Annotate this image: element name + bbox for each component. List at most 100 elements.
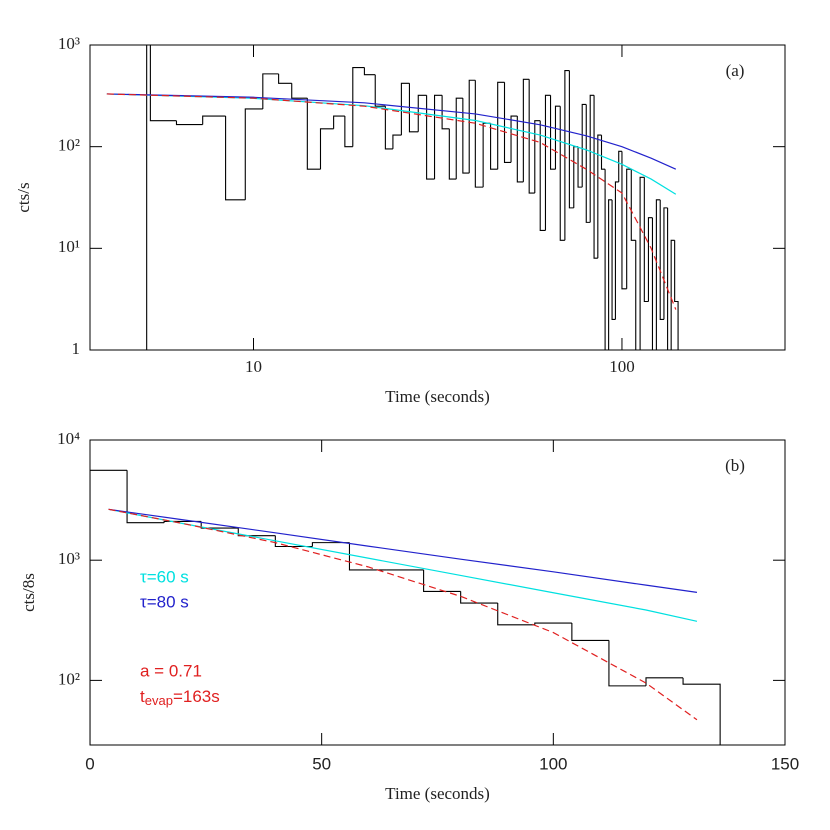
histogram-bin: [497, 81, 505, 170]
histogram-bin: [608, 640, 646, 687]
histogram-bin: [544, 94, 551, 231]
histogram-bin: [408, 83, 419, 133]
histogram-bin: [539, 120, 546, 231]
histogram-bin: [352, 67, 365, 147]
histogram-bin: [593, 95, 598, 259]
histogram-bin: [614, 181, 619, 320]
histogram-bin: [319, 128, 334, 170]
histogram-bin: [645, 677, 684, 686]
histogram-bin: [516, 116, 524, 183]
histogram-bin: [604, 169, 606, 350]
histogram-bin: [460, 591, 498, 604]
histogram-bin: [225, 116, 246, 201]
annotation-part: evap: [145, 693, 173, 708]
histogram-bin: [423, 569, 461, 592]
histogram-bin: [600, 135, 606, 170]
histogram-bin: [682, 677, 721, 745]
histogram-bin: [202, 115, 226, 125]
histogram-bin: [647, 217, 653, 302]
histogram-bin: [585, 104, 591, 223]
histogram-bin: [554, 105, 561, 170]
histogram-bin: [462, 98, 470, 174]
histogram-bin: [126, 470, 165, 524]
histogram-bin: [559, 106, 565, 241]
y-axis-label: cts/8s: [19, 573, 38, 612]
histogram-bin: [503, 82, 512, 163]
histogram-bin: [577, 146, 583, 188]
x-axis-label: Time (seconds): [385, 387, 490, 406]
plot-area: [106, 45, 679, 350]
histogram-bin: [608, 199, 613, 350]
histogram-bin: [426, 95, 435, 180]
x-tick-label: 0: [85, 754, 94, 773]
histogram-bin: [597, 134, 602, 259]
model-curve: [106, 93, 677, 195]
histogram-bin: [621, 151, 627, 290]
histogram-bin: [448, 128, 457, 180]
annotation-part: t: [140, 687, 145, 706]
histogram-bin: [274, 535, 313, 548]
y-tick-label: 10²: [58, 669, 80, 688]
y-tick-label: 10⁴: [57, 429, 80, 448]
histogram-bin: [363, 67, 376, 76]
histogram-bin: [433, 94, 443, 180]
x-tick-label: 100: [609, 357, 635, 376]
histogram-bin: [522, 78, 530, 182]
annotation: tevap=163s: [140, 687, 220, 708]
histogram-bin: [200, 521, 239, 529]
histogram-bin: [90, 469, 128, 745]
histogram-bin: [149, 45, 177, 122]
histogram-bin: [571, 623, 609, 641]
plot-frame: [89, 44, 786, 351]
histogram-bin: [306, 98, 321, 170]
histogram-bin: [417, 94, 427, 132]
histogram-bin: [651, 217, 654, 350]
histogram-bin: [630, 169, 636, 241]
histogram-bin: [635, 240, 637, 350]
histogram-bin: [344, 116, 353, 148]
legend-entry: τ=60 s: [140, 567, 189, 586]
histogram-bin: [534, 120, 541, 194]
histogram-bin: [626, 168, 632, 289]
histogram-bin: [175, 120, 203, 126]
histogram-bin: [534, 622, 572, 625]
model-curve: [106, 93, 677, 170]
histogram-bin: [244, 108, 263, 200]
histogram-bin: [490, 123, 498, 170]
histogram-bin: [400, 82, 410, 136]
x-axis-label: Time (seconds): [385, 784, 490, 803]
histogram-bin: [643, 177, 649, 303]
histogram-bin: [670, 239, 675, 350]
histogram-bin: [311, 542, 350, 547]
histogram-bin: [611, 199, 616, 320]
histogram-bin: [510, 115, 518, 163]
model-curve: [108, 508, 698, 721]
histogram-bin: [497, 603, 535, 626]
histogram-bin: [146, 45, 148, 350]
histogram-bin: [573, 146, 579, 208]
histogram-bin: [618, 150, 622, 182]
histogram-bin: [639, 176, 645, 350]
histogram-bin: [663, 207, 668, 320]
panel-label: (a): [726, 61, 745, 80]
histogram-bin: [392, 134, 402, 149]
histogram-bin: [333, 115, 345, 129]
histogram-bin: [667, 207, 669, 350]
model-curve: [106, 93, 677, 310]
y-tick-label: 10¹: [58, 237, 80, 256]
plot-area: [90, 469, 721, 745]
y-tick-label: 10³: [58, 549, 80, 568]
histogram-bin: [291, 83, 308, 99]
x-tick-label: 100: [539, 754, 567, 773]
histogram-bin: [482, 122, 491, 188]
histogram-bin: [348, 542, 387, 571]
histogram-bin: [384, 106, 393, 150]
annotation: a = 0.71: [140, 661, 202, 680]
legend-entry: τ=80 s: [140, 592, 189, 611]
x-tick-label: 50: [312, 754, 331, 773]
histogram-bin: [674, 240, 679, 350]
y-tick-label: 10²: [58, 136, 80, 155]
x-tick-label: 150: [771, 754, 799, 773]
histogram-bin: [278, 73, 292, 84]
